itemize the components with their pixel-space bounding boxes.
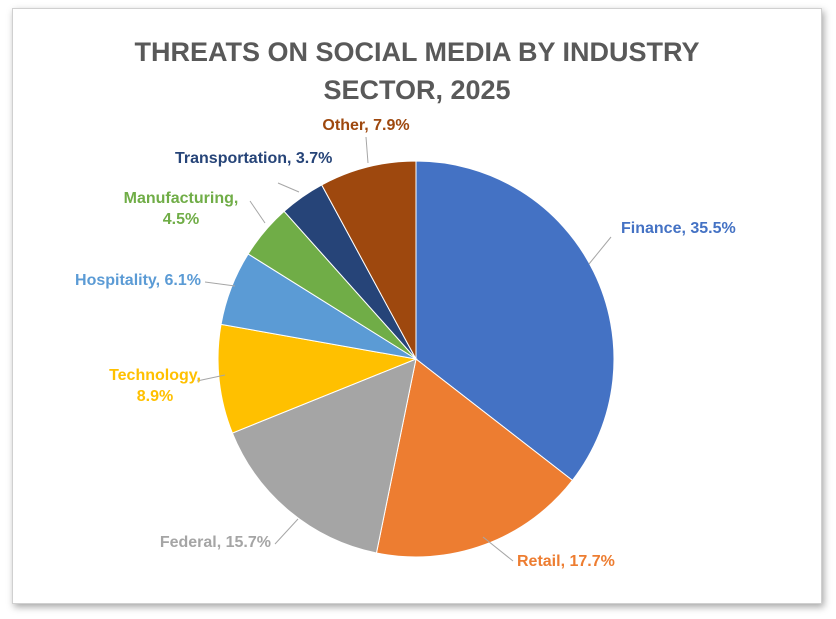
data-label-retail: Retail, 17.7% [517,553,615,570]
leader-line-finance [588,236,612,265]
slice-technology [217,323,418,434]
data-label-manufacturing: Manufacturing, 4.5% [124,190,239,228]
chart-title-line-2: SECTOR, 2025 [323,75,511,105]
slice-federal [231,358,417,554]
slice-other [321,160,417,360]
pie-chart: Finance, 35.5% Retail, 17.7% Federal, 15.7… [75,117,736,570]
leader-line-retail [482,536,514,562]
leader-line-technology [196,374,226,382]
data-label-line: Federal, 15.7% [160,534,271,551]
leader-line-other [365,136,369,164]
slice-retail [375,358,574,558]
data-label-line: Retail, 17.7% [517,553,615,570]
slice-finance [415,160,615,482]
leader-line-transportation [277,182,300,193]
chart-title-line-1: THREATS ON SOCIAL MEDIA BY INDUSTRY [134,37,700,67]
data-label-line: Transportation, 3.7% [175,150,332,167]
data-label-technology: Technology, 8.9% [109,367,201,405]
leader-line-hospitality [204,281,236,287]
data-label-line: Other, 7.9% [322,117,409,134]
chart-title: THREATS ON SOCIAL MEDIA BY INDUSTRY SECT… [13,33,821,109]
leader-line-federal [274,518,299,545]
data-label-finance: Finance, 35.5% [621,220,736,237]
data-label-transportation: Transportation, 3.7% [175,150,332,167]
data-label-line: 8.9% [137,388,173,405]
leader-line-manufacturing [249,200,266,224]
chart-area: THREATS ON SOCIAL MEDIA BY INDUSTRY SECT… [12,8,822,604]
data-label-line: Hospitality, 6.1% [75,272,201,289]
data-label-federal: Federal, 15.7% [160,534,271,551]
data-label-line: 4.5% [163,211,199,228]
data-label-other: Other, 7.9% [322,117,409,134]
data-label-line: Technology, [109,367,201,384]
data-label-hospitality: Hospitality, 6.1% [75,272,201,289]
data-label-line: Finance, 35.5% [621,220,736,237]
data-label-line: Manufacturing, [124,190,239,207]
